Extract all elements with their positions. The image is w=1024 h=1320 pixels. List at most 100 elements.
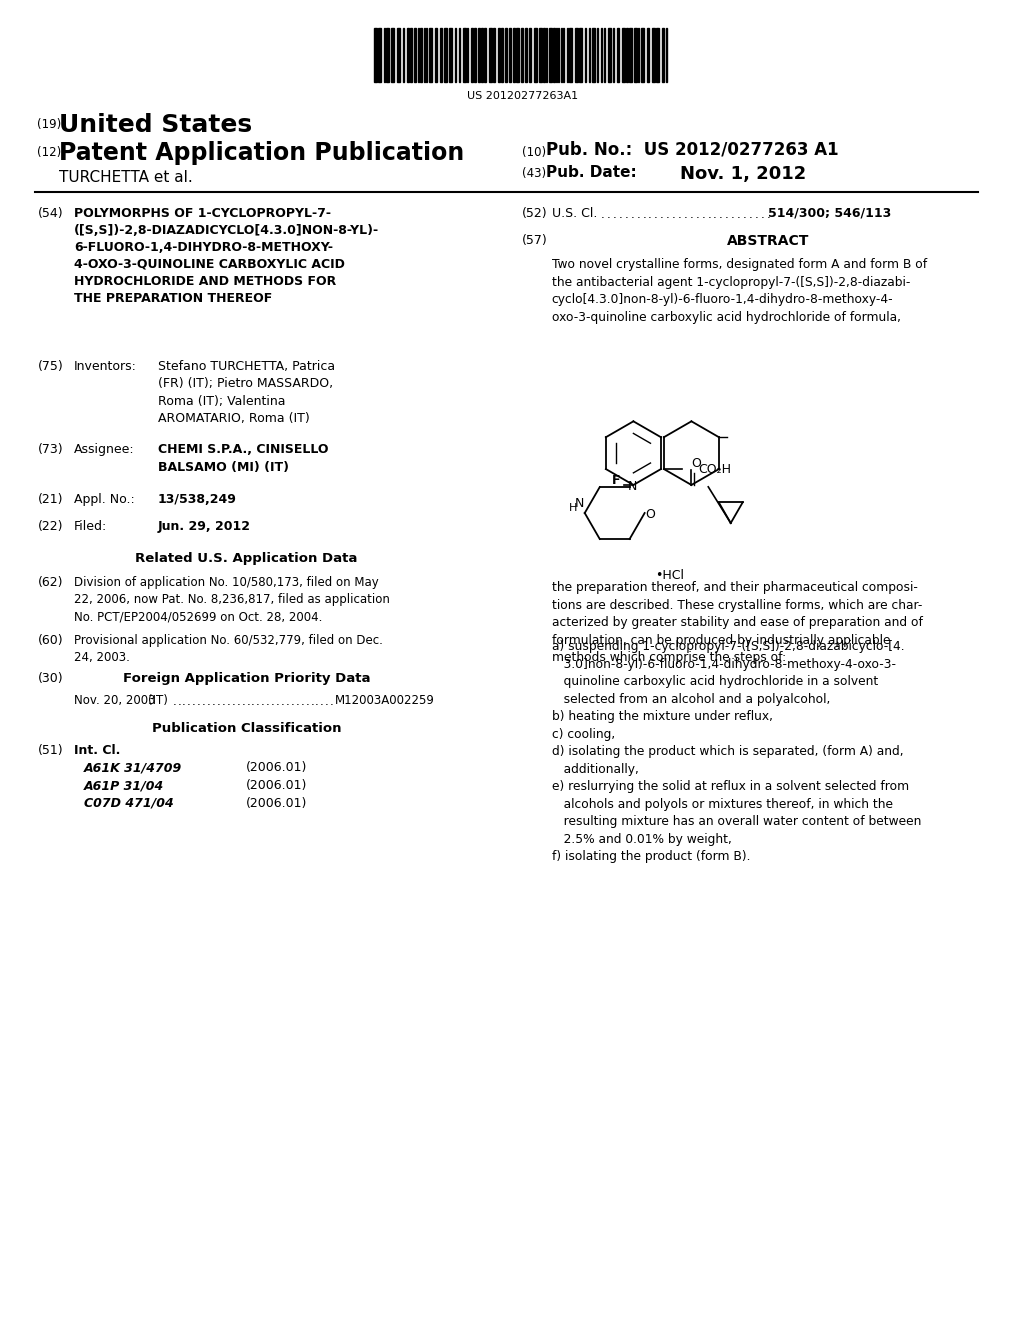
Text: .: . — [291, 696, 294, 709]
Text: .: . — [678, 207, 682, 220]
Bar — [391, 28, 394, 82]
Text: Int. Cl.: Int. Cl. — [74, 743, 120, 756]
Bar — [474, 28, 476, 82]
Bar — [525, 28, 527, 82]
Text: Patent Application Publication: Patent Application Publication — [59, 141, 464, 165]
Text: .: . — [660, 207, 664, 220]
Text: 514/300; 546/113: 514/300; 546/113 — [768, 207, 892, 220]
Bar — [580, 28, 583, 82]
Text: .: . — [256, 696, 260, 709]
Text: .: . — [625, 207, 629, 220]
Text: .: . — [618, 207, 623, 220]
Bar — [471, 28, 473, 82]
Text: .: . — [231, 696, 236, 709]
Bar — [463, 28, 466, 82]
Text: .: . — [237, 696, 241, 709]
Text: H: H — [568, 503, 578, 513]
Bar — [553, 28, 555, 82]
Bar — [375, 28, 377, 82]
Bar — [529, 28, 531, 82]
Bar — [516, 28, 519, 82]
Text: CHEMI S.P.A., CINISELLO
BALSAMO (MI) (IT): CHEMI S.P.A., CINISELLO BALSAMO (MI) (IT… — [158, 444, 328, 474]
Bar — [444, 28, 447, 82]
Bar — [592, 28, 595, 82]
Text: .: . — [766, 207, 770, 220]
Text: (30): (30) — [38, 672, 63, 685]
Text: US 20120277263A1: US 20120277263A1 — [467, 91, 578, 100]
Bar — [397, 28, 400, 82]
Text: .: . — [271, 696, 274, 709]
Bar — [630, 28, 633, 82]
Bar — [543, 28, 545, 82]
Text: .: . — [695, 207, 699, 220]
Text: Assignee:: Assignee: — [74, 444, 134, 457]
Bar — [549, 28, 552, 82]
Text: Pub. Date:: Pub. Date: — [546, 165, 637, 180]
Text: .: . — [172, 696, 176, 709]
Bar — [622, 28, 625, 82]
Bar — [647, 28, 649, 82]
Text: (21): (21) — [38, 492, 62, 506]
Text: .: . — [731, 207, 734, 220]
Bar — [502, 28, 504, 82]
Text: (52): (52) — [522, 207, 548, 220]
Bar — [435, 28, 437, 82]
Text: Publication Classification: Publication Classification — [152, 722, 341, 735]
Text: (22): (22) — [38, 520, 62, 533]
Text: .: . — [642, 207, 646, 220]
Text: .: . — [187, 696, 190, 709]
Bar — [480, 28, 482, 82]
Text: .: . — [666, 207, 670, 220]
Text: .: . — [281, 696, 285, 709]
Text: Filed:: Filed: — [74, 520, 108, 533]
Text: (54): (54) — [38, 207, 63, 220]
Text: .: . — [315, 696, 318, 709]
Text: (12): (12) — [38, 145, 61, 158]
Text: .: . — [246, 696, 250, 709]
Text: (57): (57) — [522, 235, 548, 247]
Text: .: . — [631, 207, 634, 220]
Bar — [534, 28, 537, 82]
Text: .: . — [193, 696, 196, 709]
Text: F: F — [611, 474, 620, 487]
Text: .: . — [761, 207, 764, 220]
Text: Two novel crystalline forms, designated form A and form B of
the antibacterial a: Two novel crystalline forms, designated … — [552, 259, 927, 323]
Text: O: O — [691, 457, 701, 470]
Bar — [569, 28, 572, 82]
Text: N: N — [575, 496, 585, 510]
Text: .: . — [672, 207, 676, 220]
Bar — [656, 28, 659, 82]
Text: •HCl: •HCl — [655, 569, 684, 582]
Text: United States: United States — [59, 114, 252, 137]
Bar — [420, 28, 422, 82]
Text: .: . — [251, 696, 255, 709]
Text: (2006.01): (2006.01) — [246, 779, 307, 792]
Text: .: . — [296, 696, 299, 709]
Text: .: . — [612, 207, 616, 220]
Text: (75): (75) — [38, 359, 63, 372]
Text: Division of application No. 10/580,173, filed on May
22, 2006, now Pat. No. 8,23: Division of application No. 10/580,173, … — [74, 577, 390, 623]
Text: (10): (10) — [522, 145, 546, 158]
Text: C07D 471/04: C07D 471/04 — [84, 797, 173, 810]
Text: Nov. 1, 2012: Nov. 1, 2012 — [680, 165, 806, 182]
Text: .: . — [226, 696, 230, 709]
Text: .: . — [689, 207, 693, 220]
Text: .: . — [177, 696, 181, 709]
Bar — [575, 28, 579, 82]
Bar — [407, 28, 409, 82]
Text: .: . — [266, 696, 269, 709]
Text: Inventors:: Inventors: — [74, 359, 137, 372]
Text: U.S. Cl.: U.S. Cl. — [552, 207, 597, 220]
Text: .: . — [701, 207, 706, 220]
Text: .: . — [749, 207, 753, 220]
Bar — [641, 28, 644, 82]
Bar — [386, 28, 389, 82]
Bar — [539, 28, 542, 82]
Text: .: . — [636, 207, 640, 220]
Text: a) suspending 1-cyclopropyl-7-([S,S])-2,8-diazabicyclo-[4.
   3.0]non-8-yl)-6-fl: a) suspending 1-cyclopropyl-7-([S,S])-2,… — [552, 640, 921, 863]
Text: (62): (62) — [38, 577, 62, 589]
Text: Pub. No.:  US 2012/0277263 A1: Pub. No.: US 2012/0277263 A1 — [546, 141, 839, 158]
Bar — [509, 28, 511, 82]
Text: .: . — [742, 207, 746, 220]
Text: .: . — [321, 696, 324, 709]
